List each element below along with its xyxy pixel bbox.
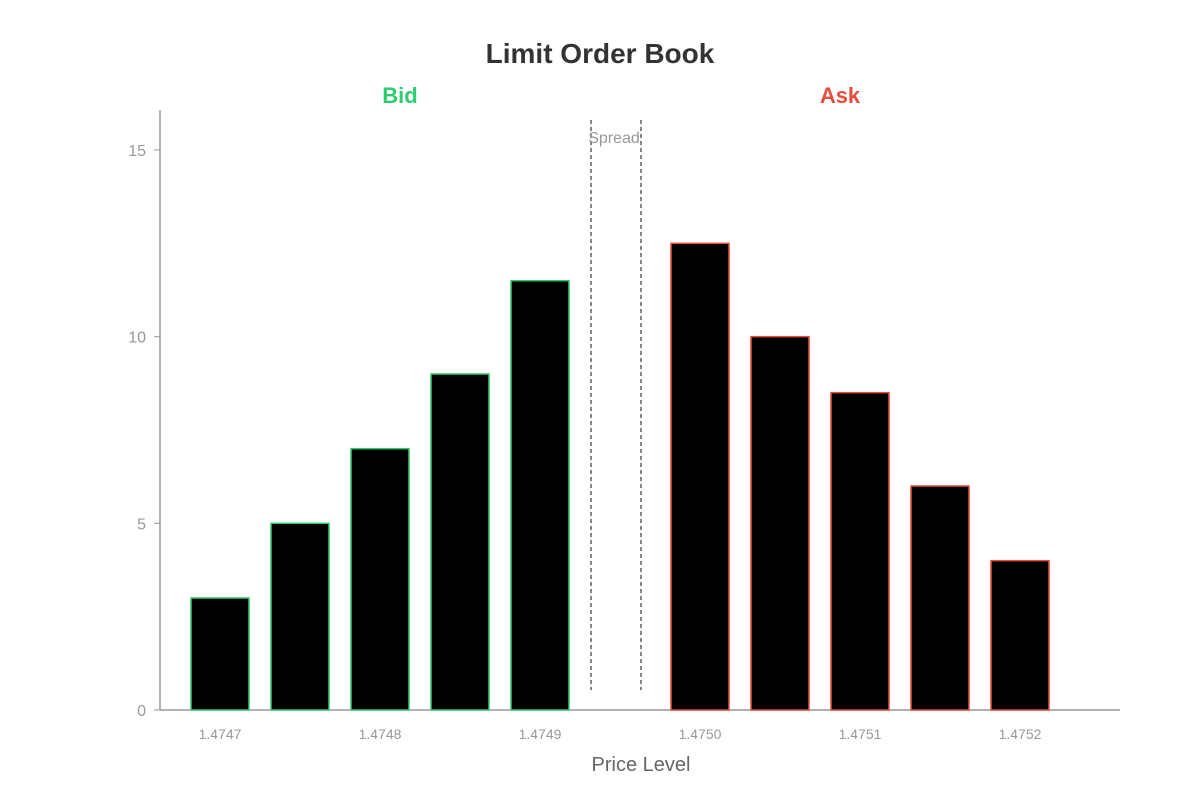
y-tick-label: 0 <box>137 703 146 720</box>
ask-bar <box>750 335 810 711</box>
ask-bar <box>830 391 890 711</box>
x-tick-label: 1.4750 <box>679 726 722 742</box>
y-tick-label: 15 <box>128 143 146 160</box>
ask-bar <box>990 559 1050 711</box>
bid-bar <box>430 373 490 711</box>
ask-bar <box>670 242 730 711</box>
y-tick-label: 10 <box>128 330 146 347</box>
ask-bar <box>910 485 970 711</box>
x-tick-label: 1.4747 <box>199 726 242 742</box>
spread-marker: Spread <box>588 120 642 690</box>
bid-bar <box>270 522 330 711</box>
bid-bar <box>350 447 410 711</box>
bid-label: Bid <box>382 83 417 108</box>
ask-label: Ask <box>820 83 861 108</box>
y-tick-label: 5 <box>137 516 146 533</box>
y-axis: 0 5 10 15 <box>128 110 161 720</box>
x-axis-title: Price Level <box>592 754 691 776</box>
chart-title: Limit Order Book <box>486 38 715 69</box>
x-tick-label: 1.4748 <box>359 726 402 742</box>
spread-label: Spread <box>588 130 640 147</box>
bid-bar <box>190 597 250 711</box>
bars <box>190 242 1050 711</box>
x-axis: 1.4747 1.4748 1.4749 1.4750 1.4751 1.4752 <box>160 709 1120 742</box>
bid-bar <box>510 279 570 711</box>
x-tick-label: 1.4749 <box>519 726 562 742</box>
x-tick-label: 1.4751 <box>839 726 882 742</box>
x-tick-label: 1.4752 <box>999 726 1042 742</box>
